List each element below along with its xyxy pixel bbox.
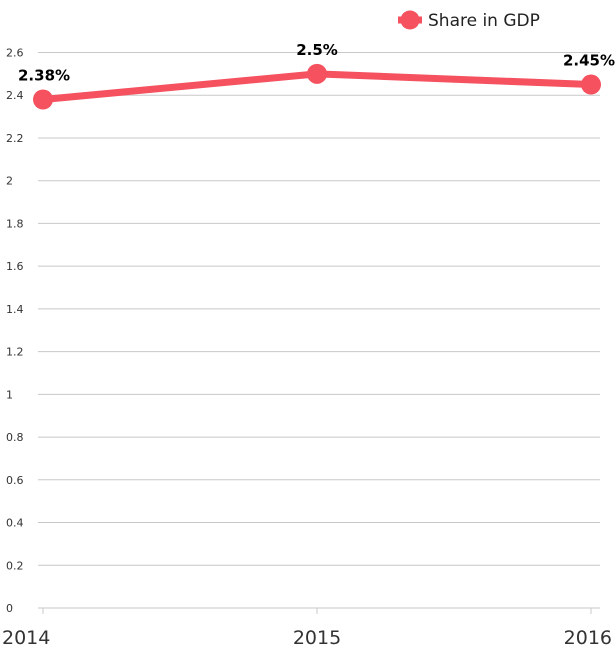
y-tick-label: 0.2 bbox=[6, 559, 24, 572]
y-tick-label: 0.4 bbox=[6, 517, 24, 530]
y-tick-label: 0.6 bbox=[6, 474, 24, 487]
data-point[interactable] bbox=[307, 63, 327, 84]
data-point[interactable] bbox=[33, 89, 53, 110]
legend-marker-icon bbox=[400, 10, 420, 30]
legend[interactable]: Share in GDP bbox=[398, 10, 540, 32]
y-tick-label: 1.6 bbox=[6, 260, 24, 273]
y-tick-label: 0 bbox=[6, 602, 13, 615]
data-label: 2.45% bbox=[563, 52, 615, 70]
y-tick-label: 1.2 bbox=[6, 346, 24, 359]
y-tick-label: 1.8 bbox=[6, 217, 24, 230]
x-tick-label: 2016 bbox=[564, 627, 612, 649]
y-tick-label: 0.8 bbox=[6, 431, 24, 444]
grid bbox=[38, 52, 600, 566]
x-tick-label: 2015 bbox=[293, 627, 341, 649]
legend-label: Share in GDP bbox=[428, 11, 540, 31]
data-point[interactable] bbox=[581, 74, 601, 95]
y-tick-label: 1 bbox=[6, 388, 13, 401]
y-tick-label: 2.2 bbox=[6, 132, 24, 145]
y-tick-label: 2.6 bbox=[6, 47, 24, 60]
data-label: 2.5% bbox=[296, 41, 338, 59]
axes: 0 0.2 0.4 0.6 0.8 1 1.2 1.4 1.6 1.8 2 2.2 2.4 2.6 2014… bbox=[2, 47, 612, 650]
y-tick-label: 2 bbox=[6, 175, 13, 188]
series-share-in-gdp: 2.38% 2.5% 2.45% bbox=[18, 41, 615, 110]
y-tick-label: 1.4 bbox=[6, 303, 24, 316]
data-label: 2.38% bbox=[18, 67, 70, 85]
y-tick-label: 2.4 bbox=[6, 89, 24, 102]
x-tick-label: 2014 bbox=[2, 627, 50, 649]
